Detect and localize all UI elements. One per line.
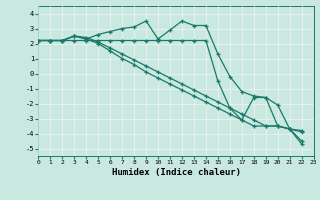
X-axis label: Humidex (Indice chaleur): Humidex (Indice chaleur): [111, 168, 241, 177]
